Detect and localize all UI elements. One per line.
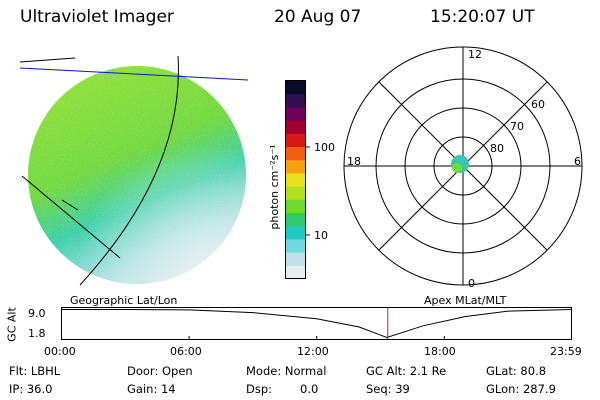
mlt-label-12: 12 [468,48,482,61]
colorbar-label: photon cm⁻²s⁻¹ [268,144,281,230]
door-status: Door: Open [127,364,193,378]
polar-caption: Apex MLat/MLT [424,294,507,307]
date-label: 20 Aug 07 [274,7,362,27]
colorbar-segment [286,239,305,254]
colorbar-segment [286,199,305,214]
mlt-label-18: 18 [347,155,361,168]
colorbar-segment [286,94,305,108]
colorbar-segment [286,186,305,201]
colorbar-segment [286,173,305,188]
time-label: 15:20:07 UT [430,7,535,27]
mlat-label-60: 60 [531,98,545,111]
mlt-label-0: 0 [468,277,475,290]
colorbar-segment [286,226,305,240]
dsp-label: Dsp: [246,382,273,396]
dsp-value: 0.0 [300,382,319,396]
colorbar-tick-10: 10 [314,229,328,242]
glat-status: GLat: 80.8 [486,364,547,378]
timeline-ylabel: GC Alt [5,307,19,342]
mlt-label-6: 6 [574,155,581,168]
timeline-xtick-4: 23:59 [550,345,582,358]
timeline-xtick-0: 00:00 [44,345,76,358]
mlat-label-70: 70 [510,120,524,133]
colorbar-segment [286,213,305,227]
glon-status: GLon: 287.9 [486,382,556,396]
timeline-ytick-min: 1.8 [28,327,46,340]
left-panel-caption: Geographic Lat/Lon [70,294,178,307]
altitude-line [61,309,572,339]
seq-status: Seq: 39 [366,382,410,396]
filter-status: Flt: LBHL [9,364,61,378]
colorbar-tick-100: 100 [314,141,335,154]
timeline-ytick-max: 9.0 [28,307,46,320]
timeline-xtick-2: 12:00 [297,345,329,358]
colorbar-segment [286,160,305,174]
altitude-timeline [61,307,572,340]
mlat-label-80: 80 [490,142,504,155]
colorbar-segment [286,252,305,267]
colorbar-segment [286,265,305,280]
colorbar [285,80,310,280]
ip-status: IP: 36.0 [9,382,53,396]
gcalt-status: GC Alt: 2.1 Re [366,364,447,378]
colorbar-segment [286,81,305,95]
gain-status: Gain: 14 [127,382,176,396]
timeline-xtick-1: 06:00 [170,345,202,358]
mode-status: Mode: Normal [246,364,327,378]
colorbar-segment [286,107,305,122]
colorbar-segment [286,147,305,161]
timeline-xtick-3: 18:00 [424,345,456,358]
instrument-title: Ultraviolet Imager [20,7,174,27]
colorbar-segment [286,120,305,135]
colorbar-segment [286,133,305,148]
